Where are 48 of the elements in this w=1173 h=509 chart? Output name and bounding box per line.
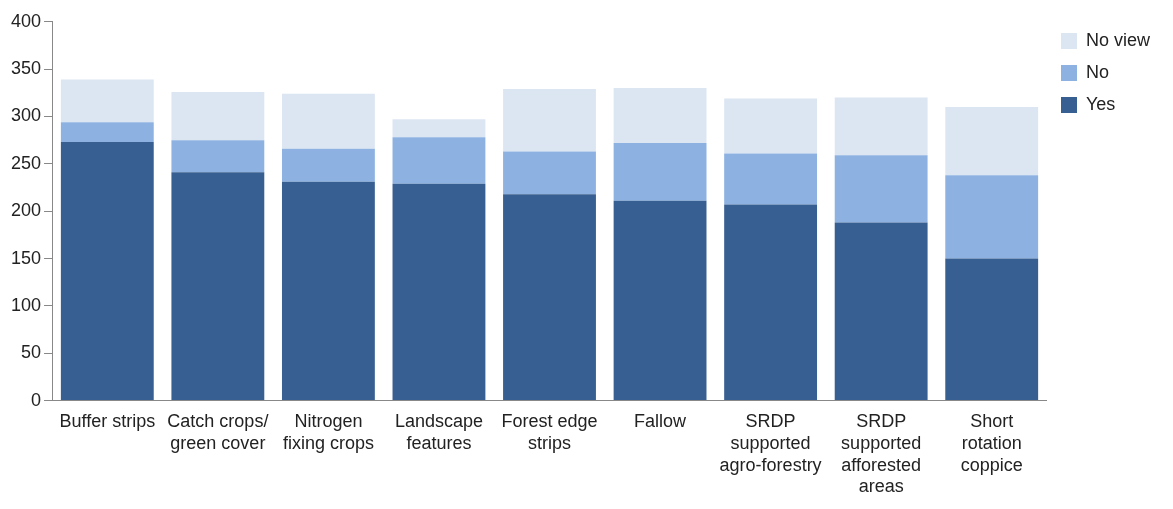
bar <box>60 122 154 143</box>
bar <box>724 204 818 401</box>
y-tick-label: 100 <box>10 294 42 315</box>
y-tick-label: 50 <box>21 342 42 363</box>
legend-label: No view <box>1085 29 1151 50</box>
legend-label: No <box>1085 61 1109 82</box>
x-tick-label: Nitrogen fixing crops <box>282 411 374 453</box>
bar <box>281 181 375 401</box>
bar <box>834 155 928 223</box>
bar <box>392 119 486 138</box>
bar <box>392 137 486 184</box>
bar <box>392 183 486 401</box>
legend-label: Yes <box>1085 93 1116 114</box>
bar <box>724 153 818 205</box>
bar <box>281 148 375 182</box>
bar <box>945 258 1039 401</box>
bar <box>834 97 928 156</box>
bar <box>945 107 1039 176</box>
x-tick-label: Forest edge strips <box>501 411 598 453</box>
bar <box>613 143 707 201</box>
bar <box>503 151 596 195</box>
y-tick-label: 150 <box>10 247 42 268</box>
bar <box>171 91 265 141</box>
bar <box>60 142 154 401</box>
x-tick-label: SRDP supported afforested areas <box>841 411 922 497</box>
bar <box>834 222 928 401</box>
bar <box>171 172 265 401</box>
bar <box>945 175 1039 259</box>
bar <box>503 89 596 152</box>
bar <box>724 98 818 154</box>
y-tick-label: 250 <box>10 152 42 173</box>
bar <box>171 140 265 173</box>
y-tick-label: 400 <box>10 10 42 31</box>
y-tick-label: 350 <box>10 58 42 79</box>
bar <box>503 194 596 401</box>
bar <box>281 93 375 149</box>
x-tick-label: Buffer strips <box>59 411 156 432</box>
x-tick-label: Catch crops/ green cover <box>167 411 269 453</box>
bar <box>60 79 154 123</box>
bar <box>613 88 707 144</box>
y-tick-label: 300 <box>10 105 42 126</box>
x-tick-label: Fallow <box>634 411 688 432</box>
x-tick-label: Landscape features <box>394 411 483 453</box>
bar <box>613 200 707 401</box>
x-tick-label: Short rotation coppice <box>960 411 1023 475</box>
x-tick-label: SRDP supported agro-forestry <box>719 411 822 475</box>
y-tick-label: 0 <box>31 389 42 410</box>
y-tick-label: 200 <box>10 200 42 221</box>
